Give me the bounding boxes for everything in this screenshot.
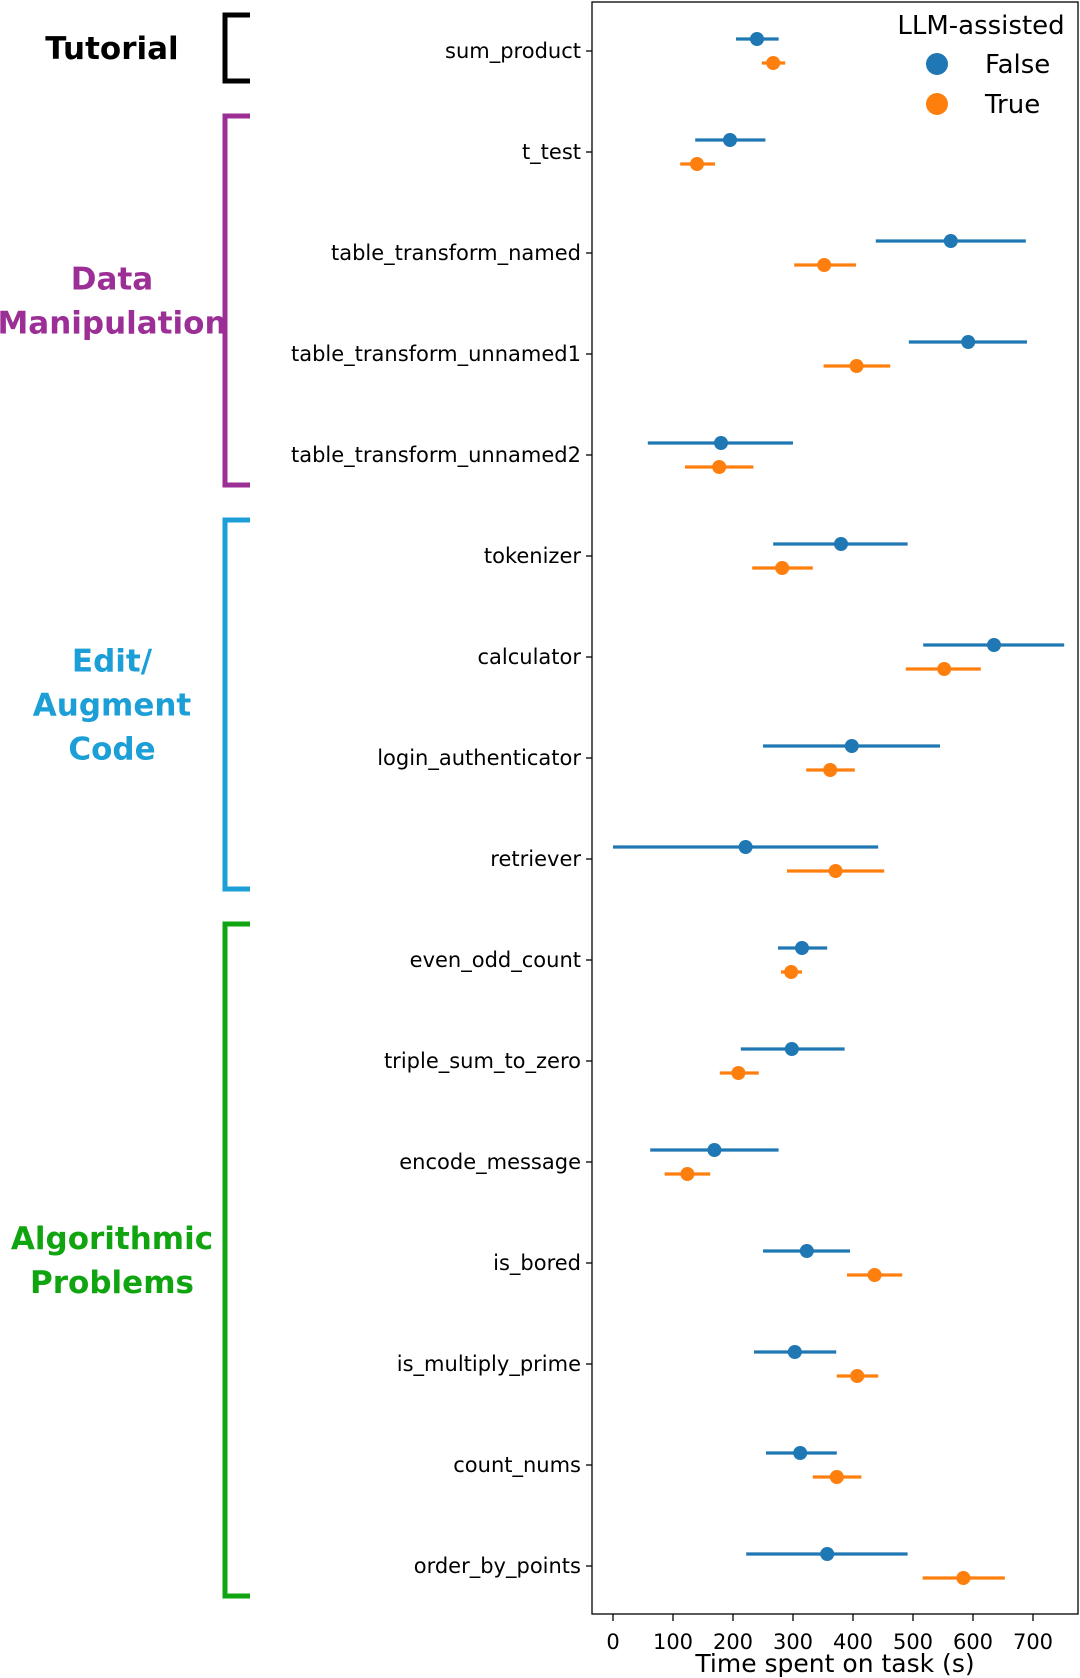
category-label: login_authenticator: [377, 746, 581, 771]
legend-label: False: [985, 50, 1050, 80]
x-tick-label: 400: [833, 1630, 873, 1654]
legend-title: LLM-assisted: [897, 11, 1064, 41]
legend: LLM-assisted False True: [897, 11, 1064, 120]
group-label: Edit/: [72, 644, 153, 680]
data-point: [937, 662, 952, 676]
plot-frame: [591, 1, 1079, 1615]
data-point: [956, 1571, 971, 1585]
group-bracket: [222, 921, 250, 1599]
legend-label: True: [984, 90, 1040, 120]
data-point: [817, 258, 832, 272]
data-point: [775, 561, 790, 575]
data-point: [795, 941, 809, 955]
data-point: [793, 1446, 808, 1460]
data-point: [784, 1042, 799, 1056]
group-label: Data: [71, 262, 153, 298]
plot-marks: [613, 32, 1065, 1585]
category-label: count_nums: [453, 1453, 581, 1478]
group-bracket: [222, 517, 250, 892]
data-point: [731, 1066, 746, 1080]
category-label: sum_product: [445, 39, 581, 64]
data-point: [834, 537, 848, 551]
category-label: retriever: [490, 847, 581, 871]
category-label: order_by_points: [414, 1554, 581, 1579]
legend-marker: [926, 53, 948, 75]
category-label: table_transform_unnamed2: [291, 443, 581, 468]
legend-marker: [926, 93, 948, 115]
data-point: [750, 32, 764, 46]
data-point: [961, 335, 976, 349]
data-point: [766, 56, 781, 70]
category-label: is_multiply_prime: [397, 1352, 581, 1377]
group-label: Problems: [30, 1265, 194, 1301]
data-point: [680, 1167, 695, 1181]
data-point: [849, 359, 864, 373]
data-point: [829, 1470, 844, 1484]
group-label: Tutorial: [45, 31, 178, 67]
data-point: [690, 157, 704, 171]
group-label: Code: [68, 732, 155, 768]
data-point: [820, 1547, 835, 1561]
category-label: is_bored: [493, 1251, 581, 1276]
data-point: [723, 133, 737, 147]
category-label: encode_message: [399, 1150, 581, 1175]
x-tick-label: 0: [606, 1630, 619, 1654]
data-point: [738, 840, 753, 854]
category-label: even_odd_count: [410, 948, 581, 973]
data-point: [943, 234, 958, 248]
group-bracket: [222, 113, 250, 488]
data-point: [787, 1345, 802, 1359]
data-point: [844, 739, 859, 753]
group-label: Algorithmic: [11, 1221, 213, 1257]
group-label: Manipulation: [0, 306, 227, 342]
category-labels: sum_product t_test table_transform_namedta…: [291, 39, 592, 1579]
group-brackets: Tutorial Data Manipulation Edit/Augment Code…: [0, 12, 250, 1599]
data-point: [712, 460, 727, 474]
data-point: [707, 1143, 722, 1157]
data-point: [828, 864, 843, 878]
x-tick-label: 600: [953, 1630, 993, 1654]
category-label: table_transform_unnamed1: [291, 342, 581, 367]
category-label: tokenizer: [484, 544, 582, 568]
data-point: [799, 1244, 814, 1258]
x-tick-label: 500: [893, 1630, 933, 1654]
category-label: t_test: [522, 140, 581, 165]
x-axis-title: Time spent on task (s): [694, 1649, 974, 1678]
x-axis: 0 100 200 300 400 500 600 700: [606, 1614, 1053, 1654]
x-tick-label: 200: [713, 1630, 753, 1654]
x-tick-label: 300: [773, 1630, 813, 1654]
group-label: Augment: [33, 688, 192, 724]
x-tick-label: 700: [1013, 1630, 1053, 1654]
group-bracket: [222, 12, 250, 84]
data-point: [823, 763, 838, 777]
category-label: triple_sum_to_zero: [384, 1049, 581, 1074]
data-point: [850, 1369, 865, 1383]
data-point: [714, 436, 728, 450]
data-point: [867, 1268, 882, 1282]
category-label: table_transform_named: [331, 241, 581, 266]
category-label: calculator: [477, 645, 581, 669]
data-point: [784, 965, 799, 979]
data-point: [987, 638, 1001, 652]
x-tick-label: 100: [653, 1630, 693, 1654]
